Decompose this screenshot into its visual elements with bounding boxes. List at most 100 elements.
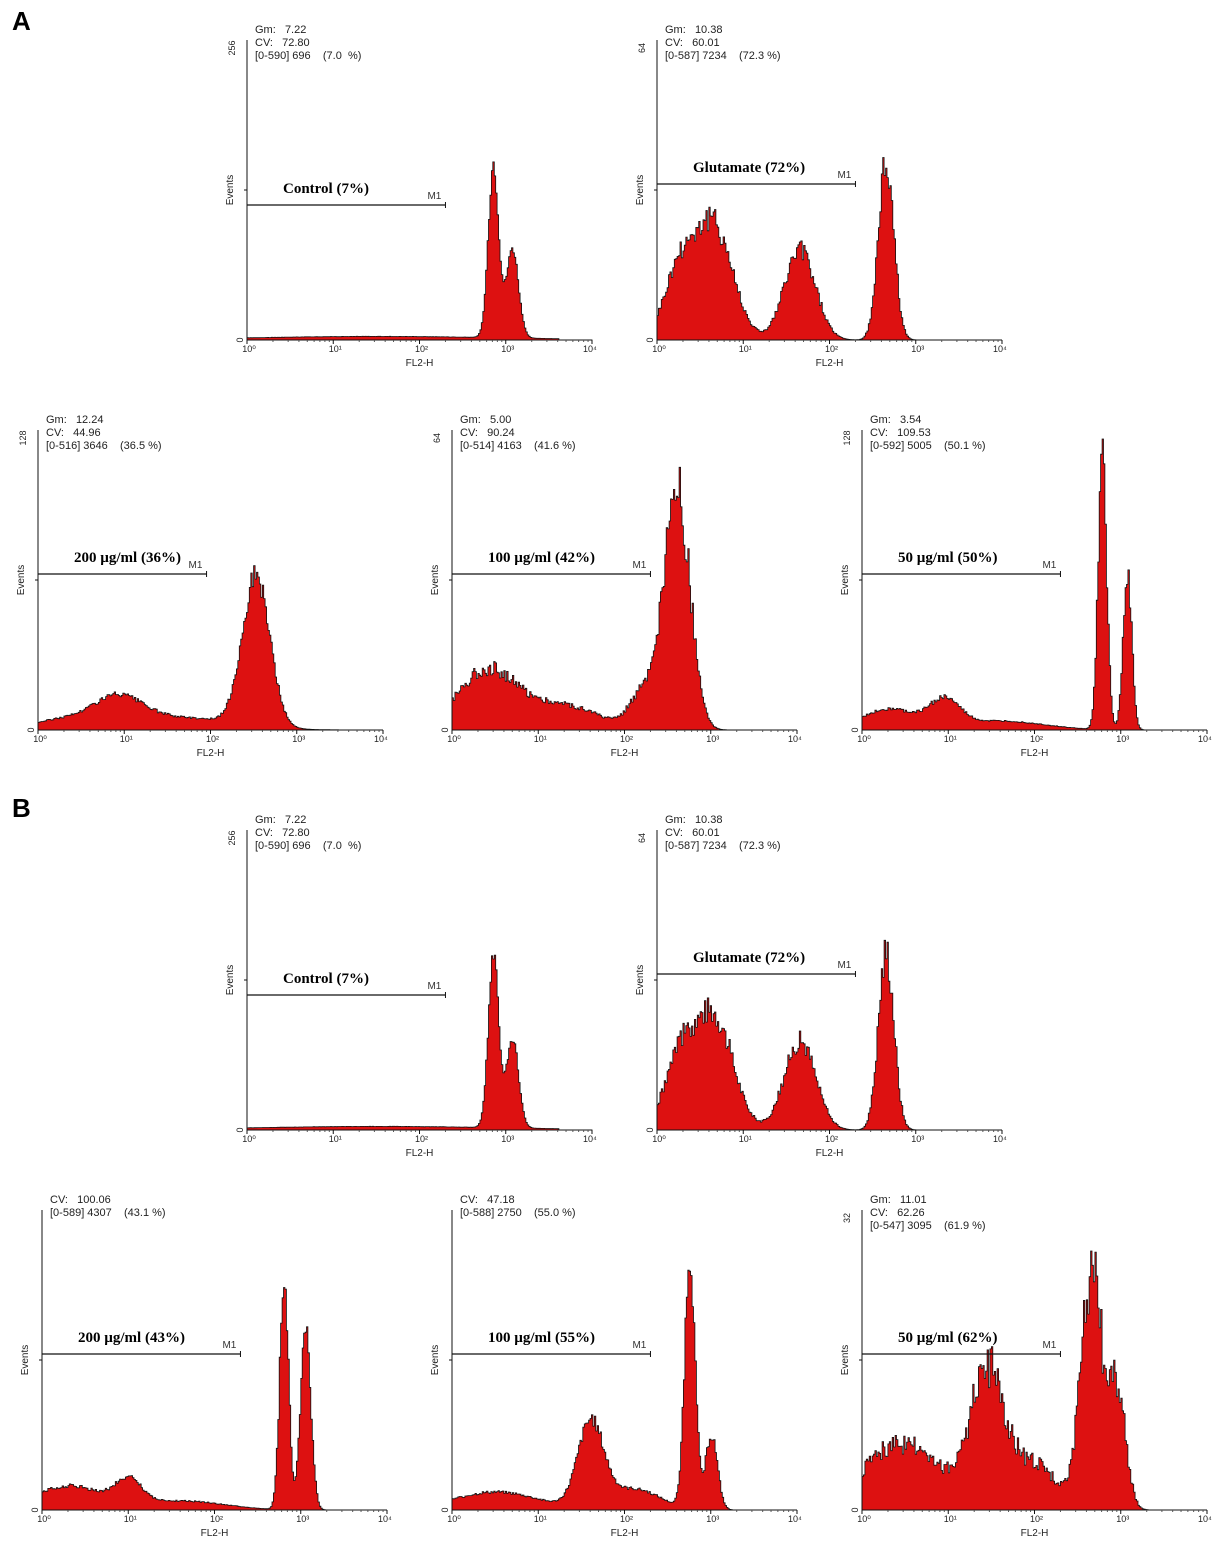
marker-m1-label: M1: [837, 170, 851, 181]
histogram-svg: 10⁰ 10¹ 10² 10³ 10⁴ 0 32 Events FL2-H M1 50 µg/ml …: [840, 1210, 1212, 1539]
histogram-area: [246, 954, 593, 1131]
treatment-label: Control (7%): [283, 181, 369, 197]
stats-range: [0-588] 2750 (55.0 %): [460, 1207, 576, 1219]
stats-box: Gm: 10.38 CV: 60.01 [0-587] 7234 (72.3 %): [665, 814, 781, 853]
histogram-area: [451, 1269, 797, 1511]
marker-m1-label: M1: [1042, 1340, 1056, 1351]
x-tick-label: 10⁰: [652, 1134, 666, 1144]
histogram-svg: 10⁰ 10¹ 10² 10³ 10⁴ 0 256 Events FL2-H M1 Control …: [225, 830, 597, 1159]
x-tick-label: 10¹: [739, 344, 752, 354]
histogram-panel: 10⁰ 10¹ 10² 10³ 10⁴ 0 64 Events FL2-H M1 Glutamate…: [627, 795, 1032, 1165]
stats-cv: CV: 90.24: [460, 427, 515, 439]
y-top-label: 64: [637, 833, 647, 843]
marker-m1-label: M1: [427, 191, 441, 202]
stats-gm: Gm: 5.00: [460, 414, 512, 426]
y-zero-label: 0: [850, 1507, 860, 1512]
stats-cv: CV: 72.80: [255, 37, 310, 49]
y-zero-label: 0: [440, 727, 450, 732]
x-tick-label: 10³: [706, 1514, 719, 1524]
stats-cv: CV: 47.18: [460, 1194, 515, 1206]
y-axis-label: Events: [20, 1345, 31, 1376]
x-tick-label: 10⁰: [652, 344, 666, 354]
x-tick-label: 10²: [206, 734, 219, 744]
x-tick-label: 10¹: [534, 1514, 547, 1524]
x-axis-label: FL2-H: [611, 1528, 639, 1539]
histogram-panel: 10⁰ 10¹ 10² 10³ 10⁴ 0 32 Events FL2-H M1 50 µg/ml …: [832, 1175, 1224, 1545]
x-tick-label: 10³: [706, 734, 719, 744]
x-tick-label: 10⁴: [583, 344, 597, 354]
y-top-label: 256: [227, 830, 237, 845]
treatment-label: 200 µg/ml (36%): [74, 550, 181, 566]
stats-box: Gm: 7.22 CV: 72.80 [0-590] 696 (7.0 %): [255, 24, 361, 63]
x-tick-label: 10⁰: [857, 734, 871, 744]
histogram-svg: 10⁰ 10¹ 10² 10³ 10⁴ 0 64 Events FL2-H M1 Glutamate…: [635, 830, 1007, 1159]
stats-cv: CV: 44.96: [46, 427, 101, 439]
x-tick-label: 10²: [825, 1134, 838, 1144]
x-tick-label: 10⁴: [993, 344, 1007, 354]
histogram-svg: 10⁰ 10¹ 10² 10³ 10⁴ 0 64 Events FL2-H M1 Glutamate…: [635, 40, 1007, 369]
x-tick-label: 10¹: [944, 734, 957, 744]
section-label-a: A: [12, 6, 31, 36]
y-axis-label: Events: [430, 565, 441, 596]
x-tick-label: 10¹: [329, 344, 342, 354]
marker-m1-label: M1: [837, 960, 851, 971]
x-tick-label: 10³: [501, 344, 514, 354]
stats-gm: Gm: 7.22: [255, 24, 307, 36]
x-tick-label: 10¹: [329, 1134, 342, 1144]
histogram-area: [451, 466, 797, 731]
histogram-panel: 10⁰ 10¹ 10² 10³ 10⁴ 0 Events FL2-H M1 200 µg/ml (…: [12, 1175, 417, 1545]
histogram-area: [861, 438, 1207, 731]
treatment-label: 100 µg/ml (42%): [488, 550, 595, 566]
x-tick-label: 10⁰: [33, 734, 47, 744]
section-label-b: B: [12, 793, 31, 823]
x-tick-label: 10²: [415, 344, 428, 354]
x-axis-label: FL2-H: [197, 748, 225, 759]
stats-box: Gm: 10.38 CV: 60.01 [0-587] 7234 (72.3 %): [665, 24, 781, 63]
stats-gm: Gm: 7.22: [255, 814, 307, 826]
x-tick-label: 10²: [825, 344, 838, 354]
x-tick-label: 10²: [620, 1514, 633, 1524]
marker-m1-label: M1: [427, 981, 441, 992]
y-zero-label: 0: [235, 337, 245, 342]
stats-box: CV: 100.06 [0-589] 4307 (43.1 %): [50, 1194, 166, 1220]
x-tick-label: 10³: [1116, 1514, 1129, 1524]
stats-box: Gm: 3.54 CV: 109.53 [0-592] 5005 (50.1 %): [870, 414, 986, 453]
x-tick-label: 10⁴: [788, 1514, 802, 1524]
histogram-area: [41, 1287, 387, 1511]
stats-cv: CV: 62.26: [870, 1207, 925, 1219]
x-tick-label: 10²: [210, 1514, 223, 1524]
stats-box: Gm: 5.00 CV: 90.24 [0-514] 4163 (41.6 %): [460, 414, 576, 453]
x-tick-label: 10⁰: [447, 1514, 461, 1524]
x-tick-label: 10²: [1030, 734, 1043, 744]
x-tick-label: 10³: [911, 344, 924, 354]
stats-range: [0-587] 7234 (72.3 %): [665, 840, 781, 852]
x-axis-label: FL2-H: [1021, 1528, 1049, 1539]
y-axis-label: Events: [840, 565, 851, 596]
y-top-label: 64: [432, 433, 442, 443]
stats-range: [0-592] 5005 (50.1 %): [870, 440, 986, 452]
y-axis-label: Events: [635, 175, 646, 206]
x-axis-label: FL2-H: [406, 358, 434, 369]
stats-range: [0-547] 3095 (61.9 %): [870, 1220, 986, 1232]
stats-box: Gm: 12.24 CV: 44.96 [0-516] 3646 (36.5 %): [46, 414, 162, 453]
y-axis-label: Events: [635, 965, 646, 996]
x-tick-label: 10⁴: [993, 1134, 1007, 1144]
y-axis-label: Events: [225, 175, 236, 206]
histogram-svg: 10⁰ 10¹ 10² 10³ 10⁴ 0 128 Events FL2-H M1 50 µg/ml…: [840, 430, 1212, 759]
x-tick-label: 10¹: [124, 1514, 137, 1524]
stats-box: CV: 47.18 [0-588] 2750 (55.0 %): [460, 1194, 576, 1220]
stats-range: [0-590] 696 (7.0 %): [255, 50, 362, 62]
x-tick-label: 10¹: [739, 1134, 752, 1144]
stats-range: [0-590] 696 (7.0 %): [255, 840, 362, 852]
y-axis-label: Events: [430, 1345, 441, 1376]
histogram-svg: 10⁰ 10¹ 10² 10³ 10⁴ 0 Events FL2-H M1 100 µg/ml (…: [430, 1210, 802, 1539]
y-zero-label: 0: [30, 1507, 40, 1512]
x-tick-label: 10²: [415, 1134, 428, 1144]
stats-cv: CV: 109.53: [870, 427, 931, 439]
stats-box: Gm: 7.22 CV: 72.80 [0-590] 696 (7.0 %): [255, 814, 361, 853]
histogram-svg: 10⁰ 10¹ 10² 10³ 10⁴ 0 64 Events FL2-H M1 100 µg/ml…: [430, 430, 802, 759]
x-tick-label: 10⁴: [583, 1134, 597, 1144]
histogram-panel: 10⁰ 10¹ 10² 10³ 10⁴ 0 64 Events FL2-H M1 100 µg/ml…: [422, 395, 827, 765]
stats-cv: CV: 60.01: [665, 827, 720, 839]
x-tick-label: 10⁴: [1198, 1514, 1212, 1524]
